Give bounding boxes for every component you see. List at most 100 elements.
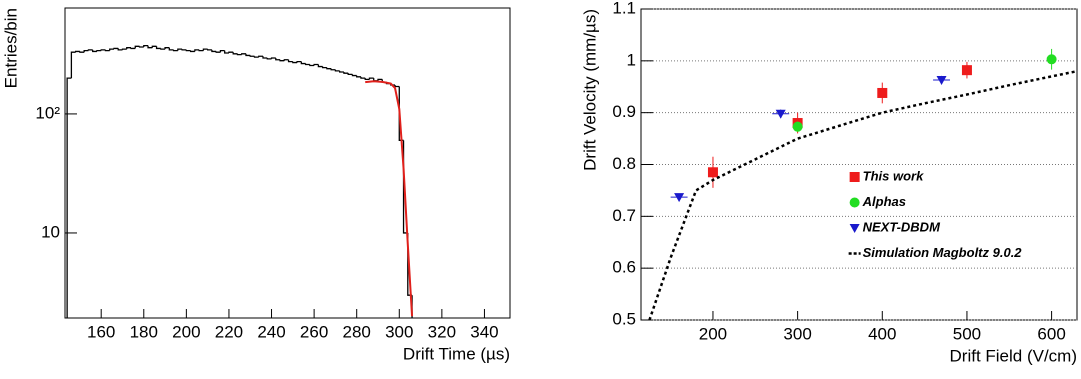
legend-label: NEXT-DBDM <box>863 219 941 234</box>
histogram-bin <box>258 55 264 58</box>
histogram-bin <box>275 57 281 61</box>
histogram-bin <box>121 48 127 50</box>
y-tick-label: 0.9 <box>612 102 636 121</box>
histogram-bin <box>130 47 136 50</box>
y-tick-label: 0.7 <box>612 206 636 225</box>
histogram-bin <box>364 78 370 81</box>
histogram-bin <box>368 77 374 80</box>
histogram-bin <box>70 51 76 79</box>
histogram-bin <box>202 48 208 51</box>
histogram-bin <box>249 55 255 57</box>
histogram-bin <box>92 49 97 53</box>
histogram-bin <box>96 50 102 52</box>
histogram-bin <box>189 50 195 53</box>
x-tick-label: 160 <box>87 322 115 341</box>
x-tick-label: 340 <box>470 322 498 341</box>
histogram-bin <box>262 56 268 59</box>
marker-triangle <box>674 193 685 203</box>
x-axis-title: Drift Field (V/cm) <box>950 346 1078 365</box>
y-axis-title: Drift Velocity (mm/µs) <box>580 9 599 171</box>
x-tick-label: 220 <box>215 322 243 341</box>
histogram-bin <box>126 47 132 50</box>
histogram-bin <box>74 50 80 53</box>
histogram-bin <box>351 74 357 77</box>
marker-square <box>961 65 972 76</box>
histogram-bin <box>117 48 123 51</box>
histogram-bin <box>313 63 319 66</box>
histogram-bin <box>300 61 306 65</box>
histogram-bin <box>266 57 272 60</box>
histogram-bin <box>177 48 183 51</box>
histogram-bin <box>109 48 114 51</box>
histogram-bin <box>160 48 166 50</box>
histogram-bin <box>317 64 323 68</box>
histogram-bin <box>79 51 85 53</box>
histogram-bin <box>321 66 327 69</box>
x-tick-label: 400 <box>868 324 896 343</box>
marker-triangle <box>775 109 786 119</box>
x-tick-label: 300 <box>783 324 811 343</box>
histogram-bin <box>356 75 361 78</box>
histogram-bin <box>309 64 315 67</box>
legend-label: Alphas <box>862 194 906 209</box>
marker-square <box>877 87 888 98</box>
histogram-bin <box>287 59 293 63</box>
histogram-bin <box>104 49 110 52</box>
histogram-bin <box>147 45 153 49</box>
histogram-bin <box>360 76 366 79</box>
histogram-bin <box>245 53 251 57</box>
histogram-bin <box>253 56 259 58</box>
histogram-bin <box>279 59 285 62</box>
histogram-bin <box>181 49 187 51</box>
histogram-bin <box>339 70 344 73</box>
histogram-bin <box>296 60 302 63</box>
histogram-bin <box>211 49 217 53</box>
histogram-bin <box>66 77 72 318</box>
histogram-bin <box>100 49 106 51</box>
x-tick-label: 280 <box>343 322 371 341</box>
histogram-bin <box>292 61 298 64</box>
y-tick-label: 10² <box>35 103 60 122</box>
histogram-bin <box>207 49 212 51</box>
histogram-bin <box>168 47 174 51</box>
y-tick-label: 10 <box>41 222 60 241</box>
histogram-bin <box>394 84 400 88</box>
x-tick-label: 240 <box>257 322 285 341</box>
histogram-bin <box>224 50 229 54</box>
histogram-bin <box>185 49 191 52</box>
marker-triangle <box>849 224 860 233</box>
histogram-bin <box>377 78 383 81</box>
x-tick-label: 320 <box>428 322 456 341</box>
histogram-bin <box>215 51 221 53</box>
histogram-bin <box>83 50 89 53</box>
x-tick-label: 600 <box>1037 324 1065 343</box>
histogram-bin <box>219 50 225 53</box>
histogram-bin <box>138 46 144 48</box>
histogram-bin <box>326 67 332 70</box>
x-tick-label: 300 <box>385 322 413 341</box>
histogram-bin <box>134 45 140 49</box>
marker-circle <box>792 121 803 132</box>
marker-triangle <box>936 76 947 86</box>
y-tick-label: 0.8 <box>612 154 636 173</box>
y-axis-title: Entries/bin <box>1 8 20 88</box>
y-tick-label: 1 <box>627 50 636 69</box>
y-tick-label: 1.1 <box>612 0 636 17</box>
x-tick-label: 200 <box>172 322 200 341</box>
plot-frame <box>640 8 1078 321</box>
histogram-bin <box>164 47 170 50</box>
marker-circle <box>1046 54 1057 65</box>
histogram-bin <box>232 52 238 55</box>
x-tick-label: 200 <box>699 324 727 343</box>
x-tick-label: 180 <box>130 322 158 341</box>
histogram-bin <box>151 45 157 48</box>
histogram-bin <box>172 49 178 52</box>
y-tick-label: 0.6 <box>612 258 636 277</box>
histogram-bin <box>155 46 161 50</box>
histogram-bin <box>330 68 336 71</box>
plot-frame <box>64 7 511 319</box>
histogram-bin <box>143 44 149 47</box>
histogram-bin <box>198 49 204 52</box>
histogram-bin <box>334 69 340 72</box>
histogram-bin <box>236 53 242 56</box>
